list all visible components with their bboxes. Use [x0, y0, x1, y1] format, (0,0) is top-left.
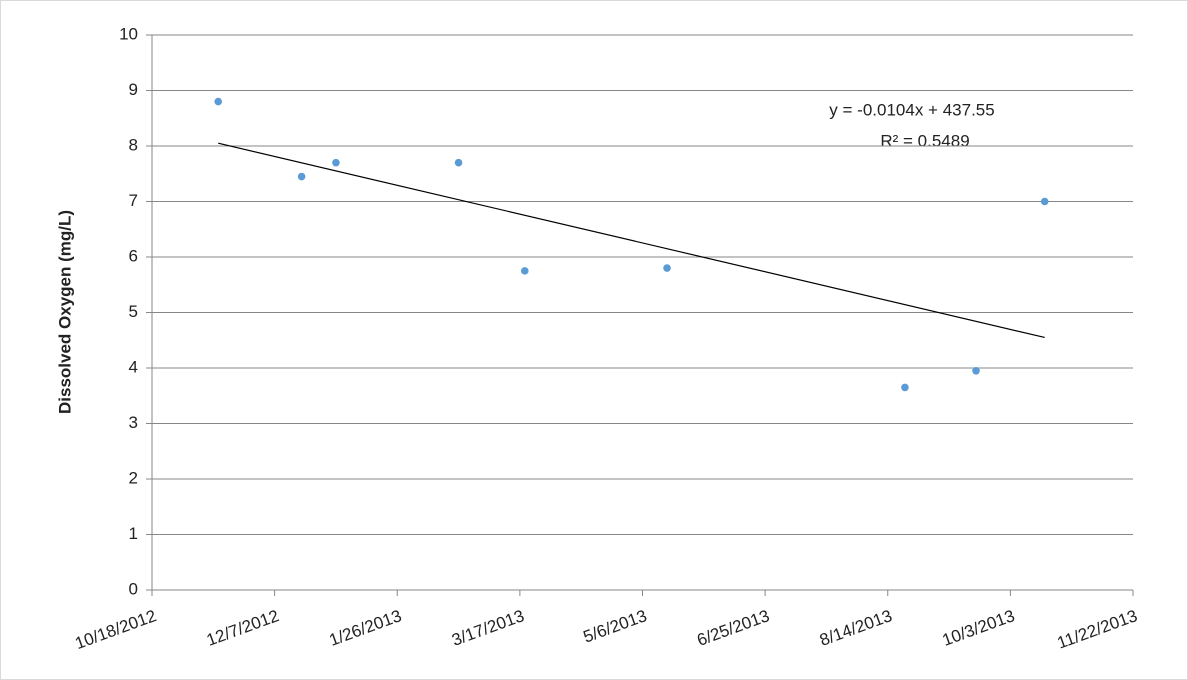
data-point [901, 383, 909, 392]
data-point [1040, 197, 1049, 206]
y-axis-label: Dissolved Oxygen (mg/L) [55, 210, 74, 414]
data-point [214, 97, 223, 106]
data-point [454, 158, 463, 167]
y-tick-label: 4 [129, 357, 138, 376]
trendline [218, 142, 1045, 339]
y-tick-label: 1 [129, 524, 138, 543]
y-tick-label: 0 [129, 579, 138, 598]
y-tick-label: 9 [129, 80, 138, 99]
data-point [332, 158, 340, 167]
trend-equation: y = -0.0104x + 437.55 [829, 100, 994, 119]
trend-r2: R² = 0.5489 [880, 131, 969, 150]
data-point [520, 267, 529, 275]
y-tick-label: 2 [129, 468, 138, 487]
y-tick-label: 5 [129, 302, 138, 321]
y-tick-label: 8 [129, 135, 138, 154]
y-tick-label: 7 [129, 191, 138, 210]
data-point [663, 264, 671, 272]
data-point [297, 172, 306, 181]
y-tick-label: 10 [119, 24, 138, 43]
data-point [972, 366, 980, 375]
y-tick-label: 6 [129, 246, 138, 265]
y-tick-label: 3 [129, 413, 138, 432]
